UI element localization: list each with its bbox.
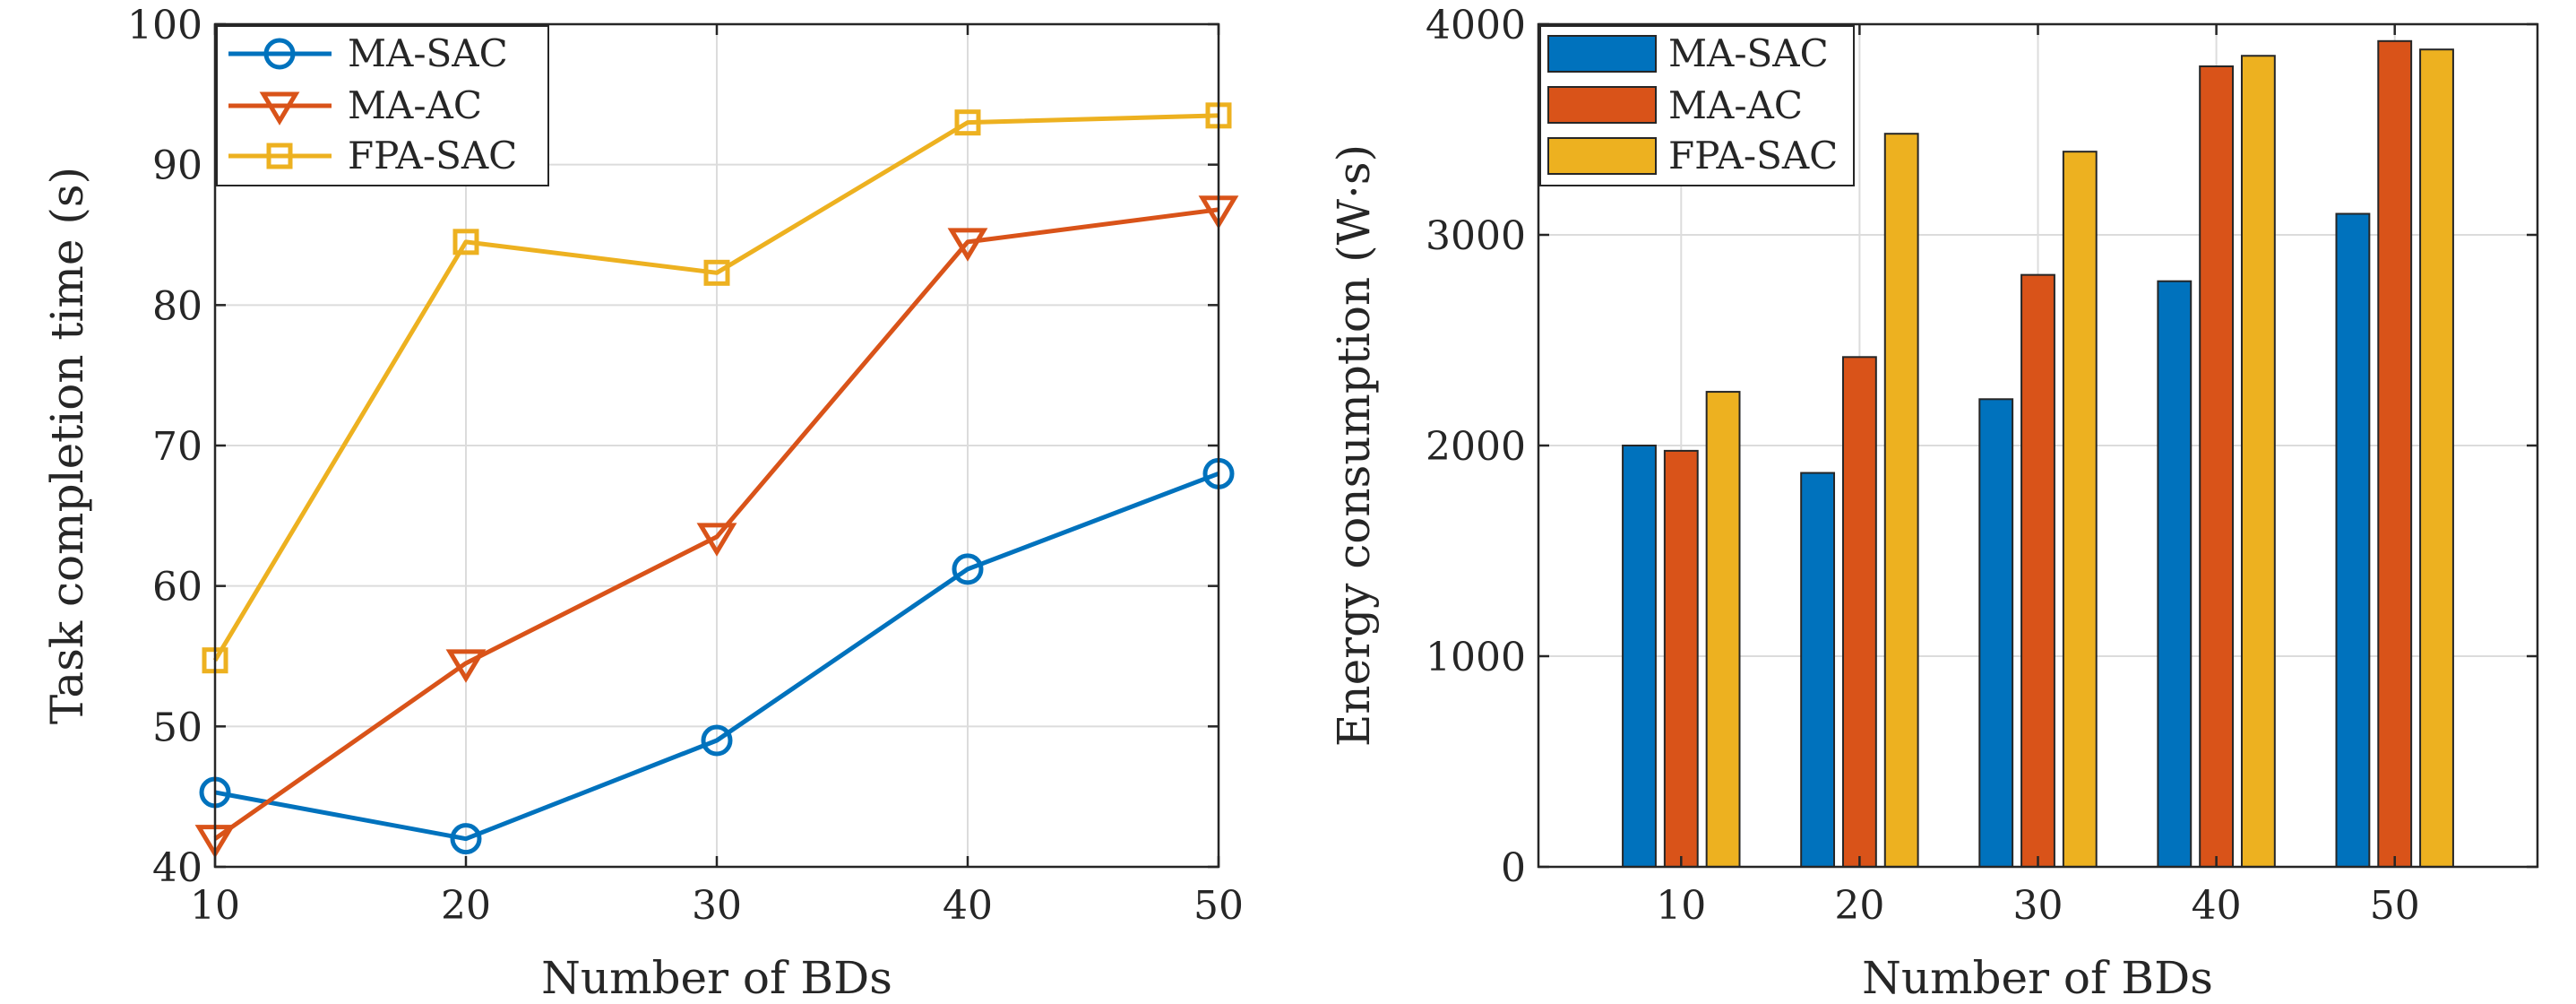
x-tick-label: 30 [2013,883,2063,929]
x-axis-label: Number of BDs [1862,952,2213,1004]
point-fpa-sac [954,109,981,136]
x-tick-label: 20 [441,883,491,929]
point-ma-ac [947,228,988,262]
x-tick-labels: 10 20 30 40 50 [190,883,1244,929]
legend: MA-SAC MA-AC FPA-SAC [1539,25,1855,186]
line-ma-sac [214,471,1219,842]
legend-label-ma-sac: MA-SAC [348,31,508,75]
bar-fpa-sac [2240,55,2276,868]
bar-ma-ac [2199,65,2235,868]
legend-entry-ma-sac: MA-SAC [1547,31,1829,75]
bar-ma-sac [1978,398,2014,868]
legend: MA-SAC MA-AC FPA-SAC [216,25,549,186]
bar-fpa-sac [1883,133,1919,868]
bar-ma-ac [1841,356,1877,868]
y-tick-label: 4000 [1426,3,1526,48]
point-fpa-sac [452,229,479,255]
x-tick-label: 30 [692,883,742,929]
x-tick-label: 10 [1656,883,1706,929]
bar-ma-sac [2157,280,2193,868]
bar-fpa-sac [2419,48,2454,868]
y-tick-label: 2000 [1426,424,1526,470]
y-axis-label: Energy consumption (W·s) [1328,144,1380,747]
point-ma-sac [952,553,984,585]
legend-label-ma-ac: MA-AC [348,83,482,127]
y-tick-label: 70 [152,424,202,470]
bar-ma-sac [2335,212,2371,868]
y-tick-label: 3000 [1426,213,1526,259]
legend-entry-ma-sac: MA-SAC [228,31,508,75]
y-tick-label: 1000 [1426,635,1526,680]
legend-marker-fpa-sac [266,143,293,169]
bar-ma-ac [2020,273,2055,868]
legend-label-fpa-sac: FPA-SAC [348,134,517,177]
bar-chart-energy-consumption: 10 20 30 40 50 0 1000 2000 3000 4000 Number of B… [1328,3,2539,1004]
tick-marks [1538,22,2537,869]
x-axis-label: Number of BDs [541,952,892,1004]
legend-label-ma-sac: MA-SAC [1668,31,1829,75]
y-axis-label: Task completion time (s) [41,167,93,724]
point-ma-sac [450,823,482,855]
bar-fpa-sac [2062,151,2098,869]
bar-ma-sac [1622,445,1657,868]
y-tick-label: 90 [152,143,202,189]
legend-marker-ma-ac [259,91,300,126]
y-tick-labels: 0 1000 2000 3000 4000 [1426,3,1526,891]
bar-ma-sac [1800,472,1836,868]
line-chart-task-completion-time: 10 20 30 40 50 40 50 60 70 80 90 100 Number of BDs… [41,3,1244,1004]
series-ma-sac [1622,212,2371,868]
y-tick-label: 40 [152,845,202,891]
legend-label-fpa-sac: FPA-SAC [1668,134,1838,177]
x-tick-labels: 10 20 30 40 50 [1656,883,2419,929]
point-ma-ac [445,649,487,683]
legend-entry-ma-ac: MA-AC [1547,83,1803,127]
x-tick-label: 40 [943,883,993,929]
x-tick-label: 20 [1834,883,1884,929]
y-tick-label: 60 [152,565,202,610]
x-tick-label: 40 [2192,883,2242,929]
legend-label-ma-ac: MA-AC [1668,83,1803,127]
x-tick-label: 10 [190,883,240,929]
y-tick-label: 0 [1501,845,1526,891]
legend-entry-fpa-sac: FPA-SAC [1547,134,1838,177]
y-tick-label: 80 [152,283,202,329]
y-tick-labels: 40 50 60 70 80 90 100 [127,3,202,891]
legend-swatch-fpa-sac [1547,137,1657,175]
y-tick-label: 50 [152,705,202,750]
legend-marker-ma-sac [263,38,296,70]
bar-fpa-sac [1705,391,1741,868]
legend-swatch-ma-sac [1547,35,1657,73]
y-tick-label: 100 [127,3,202,48]
series-ma-ac [1663,39,2413,869]
legend-swatch-ma-ac [1547,86,1657,124]
x-tick-label: 50 [1193,883,1244,929]
line-fpa-sac [212,113,1219,662]
legend-entry-ma-ac: MA-AC [228,83,482,127]
series-fpa-sac [202,102,1232,674]
point-ma-sac [701,724,733,757]
legend-entry-fpa-sac: FPA-SAC [228,134,517,177]
bar-ma-ac [1663,449,1699,868]
point-fpa-sac [703,259,730,286]
bar-ma-ac [2377,39,2413,869]
line-ma-ac [213,207,1219,841]
point-ma-ac [696,523,737,557]
x-tick-label: 50 [2370,883,2420,929]
bar-series-group [1622,39,2454,869]
